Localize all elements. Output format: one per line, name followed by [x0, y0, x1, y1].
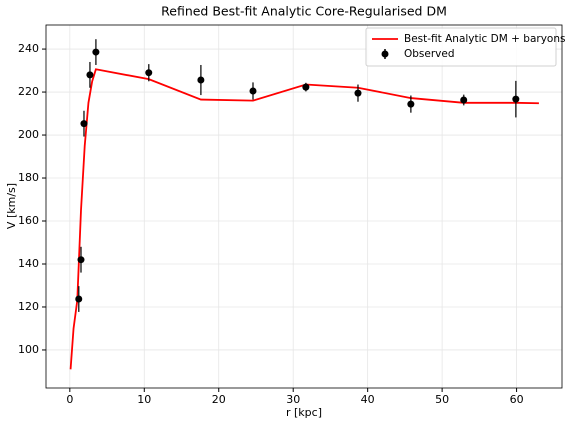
y-tick-label: 180 [18, 171, 39, 184]
y-tick-label: 120 [18, 300, 39, 313]
y-tick-label: 220 [18, 85, 39, 98]
legend-marker [381, 50, 389, 58]
y-tick-label: 160 [18, 214, 39, 227]
data-point [354, 89, 362, 97]
data-point [80, 120, 88, 128]
x-tick-label: 60 [510, 393, 524, 406]
data-point [197, 76, 205, 84]
data-point [86, 71, 94, 79]
chart-title: Refined Best-fit Analytic Core-Regularis… [161, 4, 447, 19]
x-tick-label: 20 [212, 393, 226, 406]
data-point [77, 256, 85, 264]
data-point [302, 83, 310, 91]
x-tick-label: 0 [66, 393, 73, 406]
data-point [407, 100, 415, 108]
y-axis-label: V [km/s] [5, 183, 18, 229]
legend-box [365, 27, 557, 67]
x-tick-label: 40 [361, 393, 375, 406]
data-point [75, 295, 83, 303]
model-line [69, 68, 539, 370]
y-tick-label: 240 [18, 42, 39, 55]
legend-label: Observed [404, 48, 455, 60]
data-point [249, 87, 257, 95]
data-point [145, 69, 153, 77]
data-point [92, 48, 100, 56]
plot-frame [45, 24, 563, 389]
x-axis-label: r [kpc] [286, 406, 322, 419]
data-point [460, 96, 468, 104]
legend-label: Best-fit Analytic DM + baryons [404, 33, 565, 45]
x-tick-label: 50 [435, 393, 449, 406]
y-tick-label: 140 [18, 257, 39, 270]
y-tick-label: 100 [18, 343, 39, 356]
x-tick-label: 10 [137, 393, 151, 406]
x-tick-label: 30 [286, 393, 300, 406]
y-tick-label: 200 [18, 128, 39, 141]
data-point [512, 95, 520, 103]
